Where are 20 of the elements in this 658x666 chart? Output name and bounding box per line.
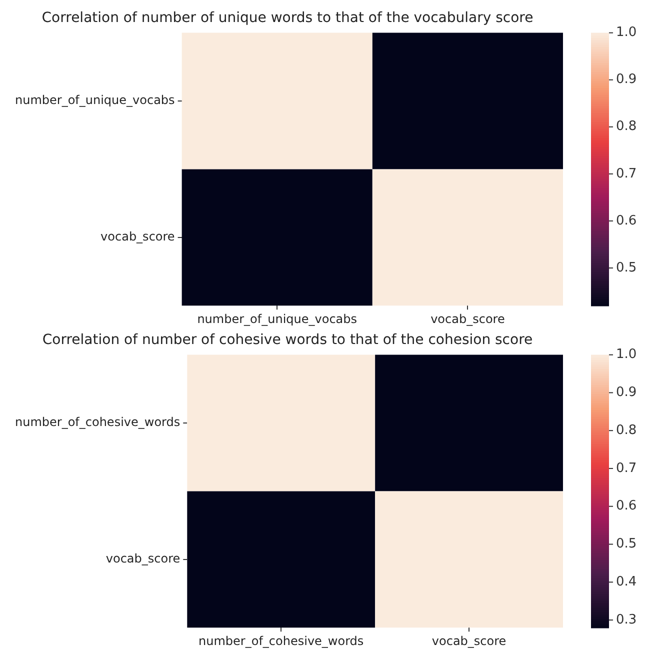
color-bar-label: 1.0 — [616, 347, 637, 362]
color-bar-label: 0.7 — [616, 460, 637, 476]
color-bar-label: 0.8 — [616, 422, 637, 438]
color-bar-label: 0.9 — [616, 385, 637, 400]
color-bar-label: 1.0 — [616, 25, 637, 40]
y-tick-label: vocab_score — [100, 230, 175, 244]
color-bar-label: 0.3 — [616, 612, 637, 628]
y-tick-label: vocab_score — [106, 552, 180, 566]
y-tick-label: number_of_unique_vocabs — [14, 93, 175, 108]
color-bar-label: 0.9 — [616, 72, 637, 88]
color-bar-label: 0.5 — [616, 260, 637, 276]
color-bar-label: 0.6 — [616, 498, 637, 514]
y-tick-label: number_of_cohesive_words — [14, 415, 180, 430]
color-bar-label: 0.5 — [616, 536, 637, 552]
chart-title: Correlation of number of unique words to that of the vocabulary score — [42, 10, 534, 26]
chart-title: Correlation of number of cohesive words to that of the cohesion score — [42, 332, 533, 348]
color-bar-label: 0.6 — [616, 213, 637, 228]
color-bar-label: 0.7 — [616, 166, 637, 182]
color-bar-label: 0.4 — [616, 574, 637, 590]
color-bar-label: 0.8 — [616, 119, 637, 134]
